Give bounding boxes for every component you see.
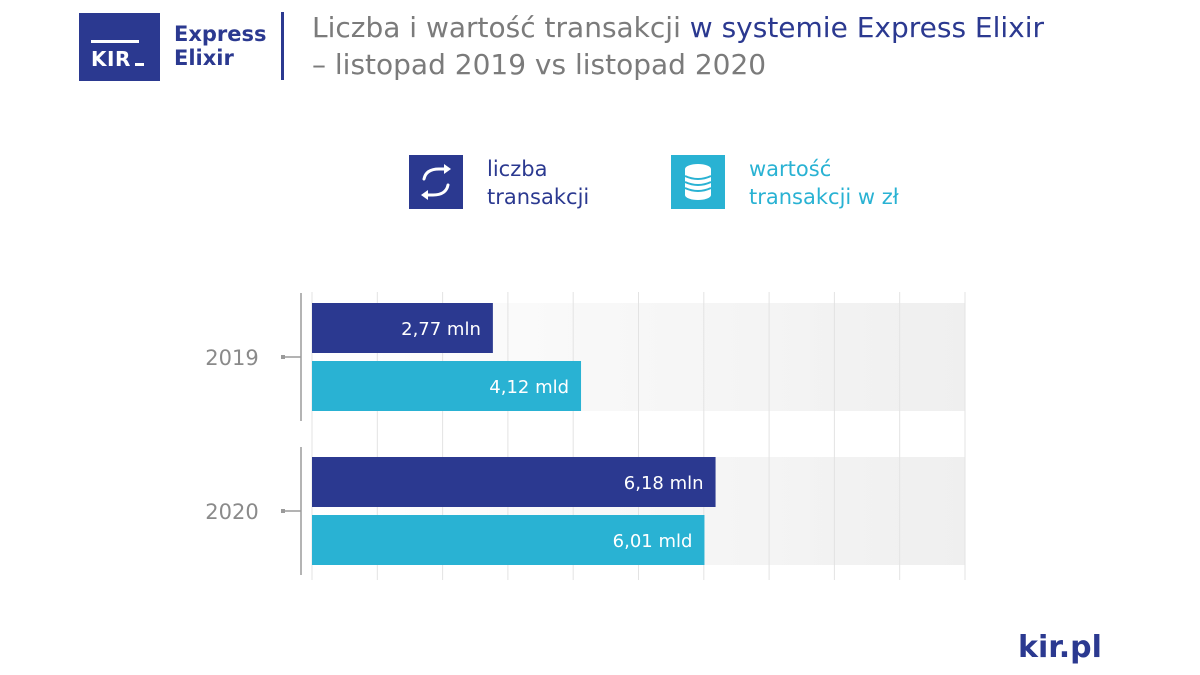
category-label-2020: 2020 [205, 500, 258, 524]
data-label-2020-series-1: 6,01 mld [613, 531, 693, 552]
legend-label-count: liczba transakcji [487, 155, 707, 211]
kir-logo: KIR [79, 13, 160, 81]
bar-2020-series-0 [312, 457, 716, 507]
axis-tick-marker [281, 355, 285, 359]
logo-dash [135, 63, 144, 66]
logo-line [91, 40, 139, 43]
logo-mark: KIR [91, 47, 131, 71]
arrows-exchange-icon [409, 155, 463, 209]
bar-2019-series-1 [312, 361, 582, 411]
bar-2019-series-0 [312, 303, 493, 353]
title-part-2: w systemie Express Elixir [689, 11, 1045, 44]
legend-count-line-1: liczba [487, 157, 548, 181]
legend-value-line-1: wartość [749, 157, 832, 181]
legend-value-line-2: transakcji w zł [749, 185, 899, 209]
footer-link[interactable]: kir.pl [1018, 630, 1102, 665]
data-label-2020-series-0: 6,18 mln [624, 473, 704, 494]
category-label-2019: 2019 [205, 346, 258, 370]
brand-line-1: Express [174, 22, 267, 46]
bar-2020-series-1 [312, 515, 705, 565]
brand-line-2: Elixir [174, 46, 234, 70]
legend-count-line-2: transakcji [487, 185, 590, 209]
title-part-1: Liczba i wartość transakcji [312, 11, 690, 44]
brand-name: Express Elixir [174, 22, 267, 70]
axis-tick-marker [281, 509, 285, 513]
header-divider [281, 12, 284, 80]
data-label-2019-series-0: 2,77 mln [401, 319, 481, 340]
chart-title: Liczba i wartość transakcji w systemie E… [312, 9, 1172, 83]
legend-label-value: wartość transakcji w zł [749, 155, 969, 211]
data-label-2019-series-1: 4,12 mld [489, 377, 569, 398]
title-line-2: – listopad 2019 vs listopad 2020 [312, 48, 767, 81]
coins-stack-icon [671, 155, 725, 209]
